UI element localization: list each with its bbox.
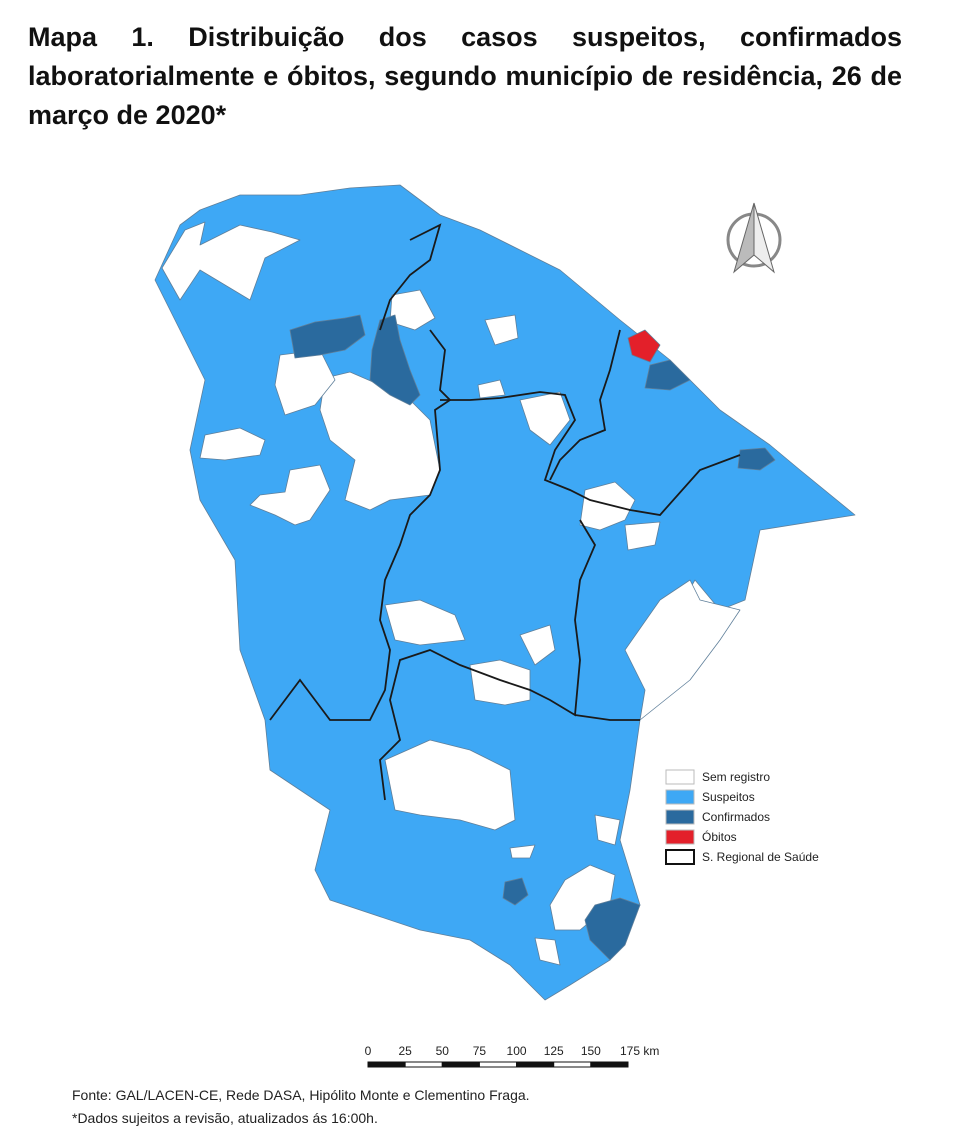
area-no-record bbox=[484, 314, 519, 346]
scale-segment bbox=[404, 1061, 443, 1068]
scale-label: 25 bbox=[398, 1044, 412, 1058]
scale-label: 0 bbox=[365, 1044, 372, 1058]
scale-label: 150 bbox=[581, 1044, 601, 1058]
state-area bbox=[154, 184, 856, 1001]
area-no-record bbox=[199, 427, 266, 461]
area-no-record bbox=[624, 579, 741, 721]
north-arrow-right bbox=[753, 202, 775, 274]
scale-segment bbox=[367, 1061, 406, 1068]
boundary bbox=[440, 391, 741, 516]
scale-label: 75 bbox=[473, 1044, 487, 1058]
legend-label: Óbitos bbox=[702, 829, 737, 844]
boundary bbox=[574, 714, 640, 721]
legend-label: S. Regional de Saúde bbox=[702, 850, 819, 864]
legend-swatch bbox=[665, 829, 695, 845]
area-no-record bbox=[469, 659, 531, 706]
area-no-record bbox=[249, 464, 331, 526]
scale-segment bbox=[516, 1061, 555, 1068]
scale-segment bbox=[478, 1061, 518, 1068]
legend-swatch bbox=[665, 849, 695, 865]
scale-segment bbox=[553, 1061, 592, 1068]
area-no-record bbox=[477, 379, 506, 399]
scale-segment bbox=[441, 1061, 480, 1068]
area-confirmed bbox=[502, 877, 529, 906]
legend-swatch bbox=[665, 789, 695, 805]
source-note: Fonte: GAL/LACEN-CE, Rede DASA, Hipólito… bbox=[72, 1087, 530, 1103]
boundary bbox=[549, 329, 621, 481]
north-arrow bbox=[726, 202, 782, 274]
boundary bbox=[379, 223, 442, 331]
area-confirmed bbox=[289, 314, 366, 359]
scale-label: 50 bbox=[436, 1044, 450, 1058]
area-no-record bbox=[594, 814, 621, 846]
scale-label: 125 bbox=[544, 1044, 564, 1058]
area-no-record bbox=[534, 937, 561, 966]
area-no-record bbox=[161, 221, 301, 301]
area-no-record bbox=[384, 739, 516, 831]
boundary bbox=[379, 519, 597, 801]
area-confirmed bbox=[737, 447, 776, 471]
area-confirmed bbox=[369, 314, 421, 406]
legend-swatch bbox=[665, 769, 695, 785]
area-no-record bbox=[519, 624, 556, 666]
legend-label: Sem registro bbox=[702, 770, 770, 784]
area-no-record bbox=[384, 599, 466, 646]
revision-note: *Dados sujeitos a revisão, atualizados á… bbox=[72, 1110, 378, 1126]
area-no-record bbox=[624, 521, 661, 551]
boundary bbox=[269, 329, 452, 721]
legend: Sem registro Suspeitos Confirmados Óbitos S.… bbox=[665, 769, 819, 865]
area-confirmed bbox=[644, 359, 691, 391]
area-no-record bbox=[579, 481, 636, 531]
legend-swatch bbox=[665, 809, 695, 825]
map-title: Mapa 1. Distribuição dos casos suspeitos… bbox=[28, 22, 902, 130]
legend-label: Confirmados bbox=[702, 810, 770, 824]
scale-label: 100 bbox=[507, 1044, 527, 1058]
regional-boundaries bbox=[269, 223, 741, 801]
scale-label: 175 km bbox=[620, 1044, 659, 1058]
scale-segment bbox=[590, 1061, 629, 1068]
north-arrow-left bbox=[733, 202, 755, 274]
area-deaths bbox=[627, 329, 661, 363]
map-regions bbox=[154, 184, 856, 1001]
scale-bar: 0 25 50 75 100 125 150 175 km bbox=[365, 1044, 659, 1068]
area-confirmed bbox=[584, 897, 641, 961]
area-no-record bbox=[509, 844, 536, 859]
legend-label: Suspeitos bbox=[702, 790, 755, 804]
